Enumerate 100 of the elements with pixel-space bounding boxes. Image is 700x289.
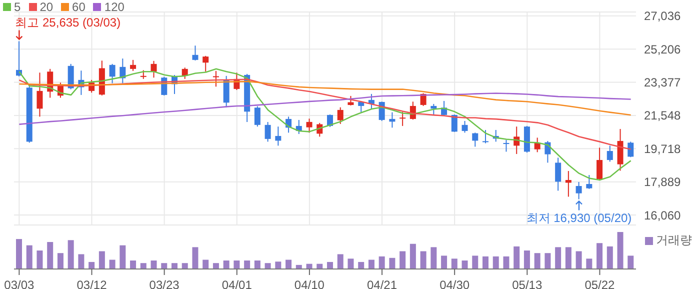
bar [617, 232, 624, 269]
bar [88, 262, 95, 269]
bar [78, 254, 84, 269]
candlestick [576, 182, 582, 200]
bar [130, 260, 136, 269]
bar [234, 260, 240, 269]
candlestick [617, 128, 624, 172]
legend-label: 120 [104, 0, 124, 14]
candlestick [337, 106, 344, 124]
bar [264, 263, 271, 269]
bar [182, 263, 188, 269]
bar [606, 246, 613, 269]
candlestick [400, 111, 406, 126]
bar [544, 253, 551, 269]
x-tick-label: 03/23 [149, 278, 180, 289]
bar [192, 247, 198, 269]
bar [212, 263, 219, 269]
bar [244, 260, 250, 269]
candlestick [503, 139, 510, 152]
bar [161, 263, 168, 269]
x-tick-label: 04/01 [222, 278, 252, 289]
candlestick [586, 174, 592, 190]
bar [410, 244, 416, 269]
bar [57, 253, 64, 269]
y-tick-label: 23,377 [644, 76, 682, 90]
legend-label: 60 [72, 0, 86, 14]
bar [389, 258, 396, 269]
bar [109, 260, 116, 269]
candlestick [451, 114, 458, 132]
y-tick-label: 16,060 [644, 208, 682, 222]
bar [337, 254, 344, 269]
candlestick [264, 122, 271, 142]
candlestick [202, 55, 209, 72]
y-tick-label: 19,718 [644, 142, 682, 156]
bar [378, 256, 385, 269]
candlestick [254, 106, 260, 128]
bar [368, 260, 374, 269]
bar [628, 256, 634, 269]
bar [26, 245, 32, 269]
bar [358, 262, 364, 269]
candlestick [275, 126, 282, 146]
bar [286, 260, 292, 269]
x-tick-label: 04/21 [367, 278, 398, 289]
bar [514, 246, 520, 269]
bar [596, 243, 603, 269]
x-tick-label: 04/10 [294, 278, 325, 289]
y-tick-label: 27,036 [644, 9, 682, 24]
bar [451, 258, 458, 269]
candlestick [596, 147, 603, 180]
bar [16, 239, 22, 269]
x-tick-label: 05/22 [584, 278, 616, 289]
legend-label: 20 [40, 0, 54, 14]
candlestick [150, 60, 157, 78]
candlestick [565, 170, 572, 198]
candlestick [212, 70, 219, 88]
candlestick [472, 132, 478, 148]
bar [400, 251, 406, 269]
bar [172, 263, 178, 269]
y-tick-label: 25,206 [644, 42, 682, 56]
bar [462, 260, 468, 269]
bar [150, 260, 157, 269]
annotation: 최고 25,635 (03/03) [15, 15, 121, 30]
bar [275, 262, 282, 269]
bar [36, 250, 43, 269]
bar [586, 258, 592, 269]
bar [47, 242, 54, 269]
x-tick-label: 03/12 [76, 278, 108, 289]
candlestick [482, 129, 488, 144]
candlestick [389, 112, 396, 128]
bar [524, 250, 530, 269]
bar [430, 247, 437, 269]
bar [482, 256, 488, 269]
candlestick [606, 145, 613, 162]
candlestick [36, 72, 43, 118]
bar [202, 260, 209, 269]
bar [565, 247, 572, 269]
bar [140, 263, 146, 269]
x-tick-label: 04/30 [440, 278, 470, 289]
bar [503, 256, 510, 269]
bar [68, 240, 74, 269]
bar [576, 251, 582, 269]
x-tick-label: 05/13 [512, 278, 542, 289]
candlestick [130, 59, 136, 72]
bar [98, 251, 105, 269]
candlestick [192, 45, 198, 61]
legend-label: 5 [14, 0, 21, 14]
bar [472, 256, 478, 269]
candlestick [430, 103, 437, 116]
annotation: 최저 16,930 (05/20) [526, 211, 632, 226]
legend-label: 거래량 [656, 232, 692, 249]
y-tick-label: 17,889 [644, 175, 682, 190]
y-tick-label: 21,548 [644, 108, 682, 123]
x-tick-label: 03/03 [4, 278, 35, 289]
candlestick [462, 120, 468, 134]
bar [254, 260, 260, 269]
bar [120, 245, 126, 269]
bar [348, 258, 354, 269]
candlestick [628, 141, 634, 158]
bar [420, 251, 426, 269]
candlestick [109, 63, 116, 84]
